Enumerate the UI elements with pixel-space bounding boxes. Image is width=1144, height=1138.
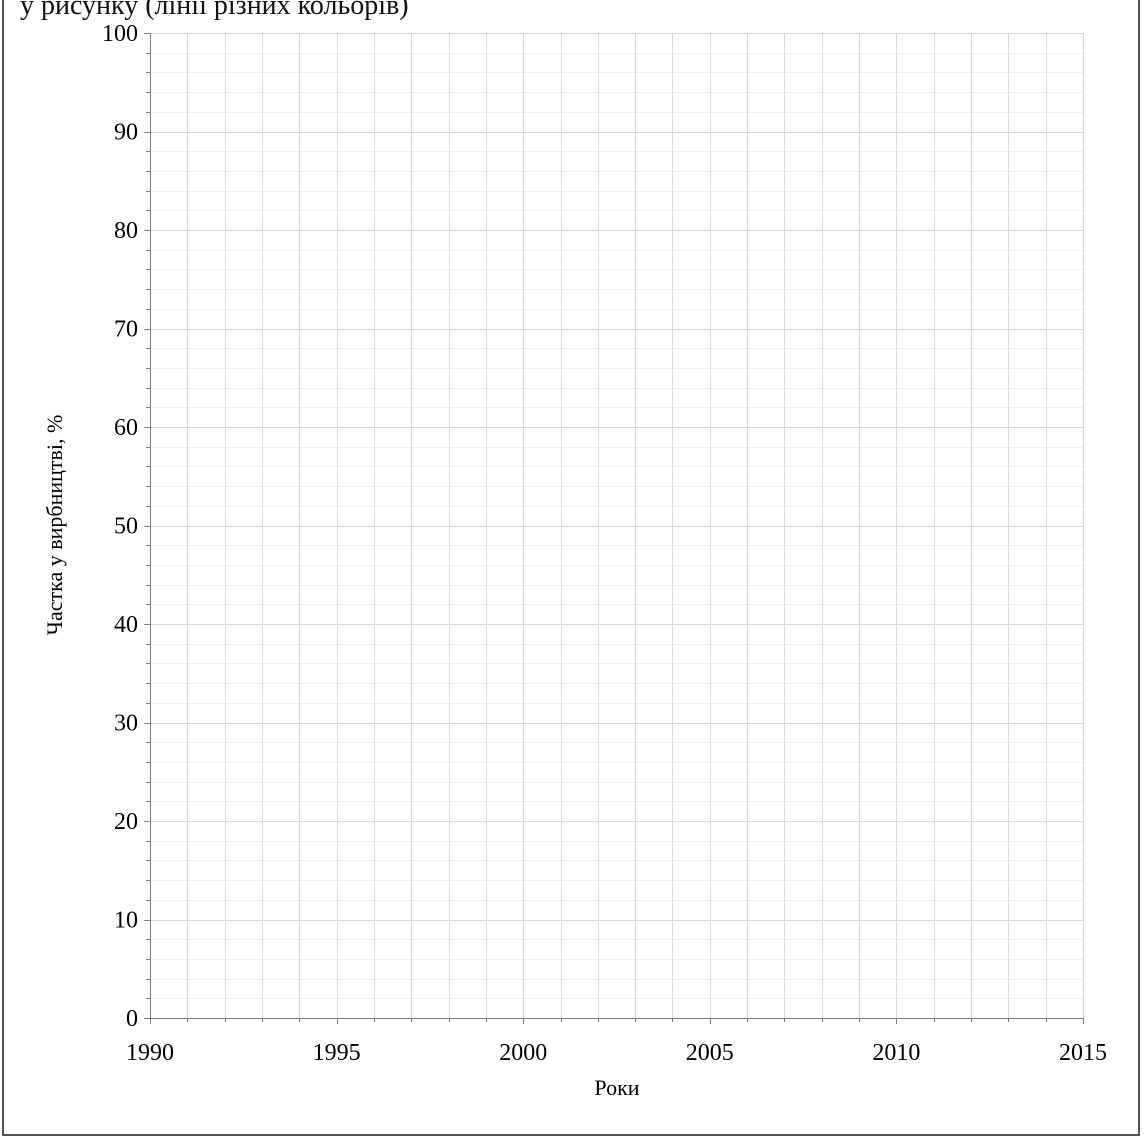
y-tick-label: 30 (114, 711, 138, 737)
y-tick-label: 40 (114, 612, 138, 638)
y-tick-label: 70 (114, 317, 138, 343)
tick-labels: 0 10 20 30 40 50 60 70 80 90 100 1990 1995 2000 2005 20… (102, 21, 1107, 1066)
x-tick-label: 1990 (126, 1040, 174, 1066)
y-tick-label: 10 (114, 908, 138, 934)
tick-marks (144, 33, 1084, 1024)
x-tick-label: 2010 (872, 1040, 920, 1066)
x-tick-label: 2015 (1059, 1040, 1107, 1066)
minor-grid (150, 53, 1083, 999)
y-tick-label: 0 (126, 1006, 138, 1032)
x-tick-label: 1995 (313, 1040, 361, 1066)
y-tick-label: 50 (114, 514, 138, 540)
cut-header-text: у рисунку (лінії різних кольорів) (20, 0, 409, 21)
major-grid (150, 33, 1084, 1018)
x-tick-label: 2000 (499, 1040, 547, 1066)
y-tick-label: 60 (114, 415, 138, 441)
y-tick-label: 90 (114, 120, 138, 146)
x-tick-label: 2005 (686, 1040, 734, 1066)
y-axis-label: Частка у вирбництві, % (42, 415, 67, 636)
y-tick-label: 20 (114, 809, 138, 835)
axes (150, 33, 1083, 1019)
x-axis-label: Роки (594, 1075, 639, 1100)
y-tick-label: 100 (102, 21, 138, 47)
y-tick-label: 80 (114, 218, 138, 244)
